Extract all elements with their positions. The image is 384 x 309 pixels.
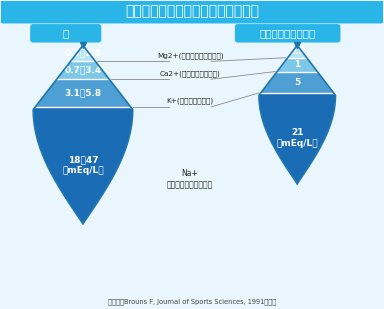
Text: 0.7〜3.4: 0.7〜3.4 — [65, 66, 102, 75]
Text: 1: 1 — [294, 60, 300, 69]
FancyBboxPatch shape — [0, 0, 384, 23]
Text: 0.5: 0.5 — [289, 47, 305, 56]
Polygon shape — [261, 72, 334, 93]
Polygon shape — [33, 107, 133, 224]
Polygon shape — [288, 45, 307, 58]
Text: 18〜47
（mEq/L）: 18〜47 （mEq/L） — [62, 155, 104, 175]
Text: 3.1〜5.8: 3.1〜5.8 — [65, 88, 101, 98]
Text: ソース：Brouns F, Journal of Sports Sciences, 1991を改変: ソース：Brouns F, Journal of Sports Sciences… — [108, 298, 276, 305]
Text: 汗とイオン飲料の電解質組成の比較: 汗とイオン飲料の電解質組成の比較 — [125, 4, 259, 18]
Polygon shape — [35, 79, 131, 107]
Text: Na+
（ナトリウムイオン）: Na+ （ナトリウムイオン） — [167, 169, 213, 189]
Polygon shape — [259, 93, 336, 184]
Text: K+(カリウムイオン): K+(カリウムイオン) — [167, 98, 214, 104]
Text: 代表的なイオン飲料: 代表的なイオン飲料 — [260, 28, 316, 38]
Text: 5: 5 — [294, 78, 300, 87]
Text: 0.3〜2.8: 0.3〜2.8 — [65, 49, 101, 58]
Polygon shape — [277, 58, 318, 72]
Text: Mg2+(マグネシウムイオン): Mg2+(マグネシウムイオン) — [157, 52, 223, 59]
Polygon shape — [71, 45, 95, 61]
Polygon shape — [57, 61, 109, 79]
FancyBboxPatch shape — [235, 24, 341, 43]
Text: 汗: 汗 — [63, 28, 69, 38]
FancyBboxPatch shape — [30, 24, 101, 43]
Text: 21
（mEq/L）: 21 （mEq/L） — [276, 128, 318, 148]
Text: Ca2+(カルシウムイオン): Ca2+(カルシウムイオン) — [160, 70, 220, 77]
